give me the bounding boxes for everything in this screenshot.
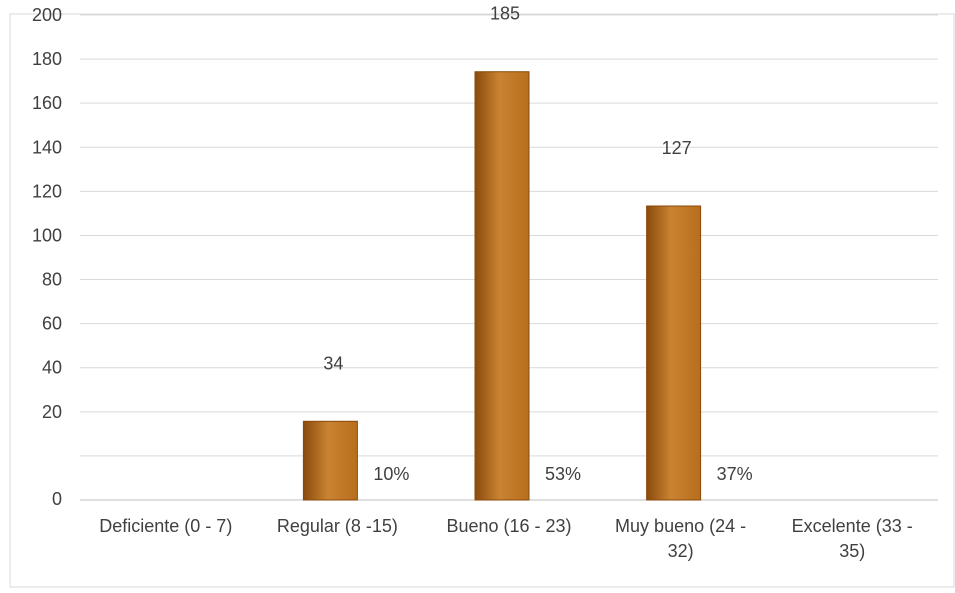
y-tick-label: 20: [42, 402, 62, 422]
x-tick-label: Excelente (33 -: [792, 516, 913, 536]
x-tick-label: Muy bueno (24 -: [615, 516, 746, 536]
bars: [302, 71, 702, 501]
y-tick-label: 180: [32, 49, 62, 69]
bar-percent-label: 53%: [545, 464, 581, 484]
bar: [302, 420, 358, 501]
y-tick-label: 80: [42, 270, 62, 290]
y-tick-label: 40: [42, 358, 62, 378]
y-tick-label: 100: [32, 225, 62, 245]
bar: [474, 71, 530, 501]
x-tick-label: Regular (8 -15): [277, 516, 398, 536]
y-tick-label: 140: [32, 137, 62, 157]
y-tick-label: 0: [52, 489, 62, 509]
bar-percent-label: 10%: [373, 464, 409, 484]
x-tick-label: 35): [839, 541, 865, 561]
bar-value-label: 127: [662, 138, 692, 158]
bar-percent-label: 37%: [717, 464, 753, 484]
x-tick-label: Deficiente (0 - 7): [99, 516, 232, 536]
y-tick-label: 200: [32, 5, 62, 25]
chart-area-border: [9, 13, 955, 588]
y-tick-label: 120: [32, 181, 62, 201]
y-tick-label: 160: [32, 93, 62, 113]
x-tick-label: Bueno (16 - 23): [446, 516, 571, 536]
x-tick-label: 32): [668, 541, 694, 561]
bar-value-label: 34: [323, 353, 343, 373]
y-tick-label: 60: [42, 314, 62, 334]
bar: [646, 205, 702, 501]
x-axis-tick-labels: Deficiente (0 - 7) Regular (8 -15) Bueno (…: [99, 516, 912, 561]
bar-value-label: 185: [490, 4, 520, 24]
data-labels: 34 10% 185 53% 127 37%: [323, 4, 752, 484]
